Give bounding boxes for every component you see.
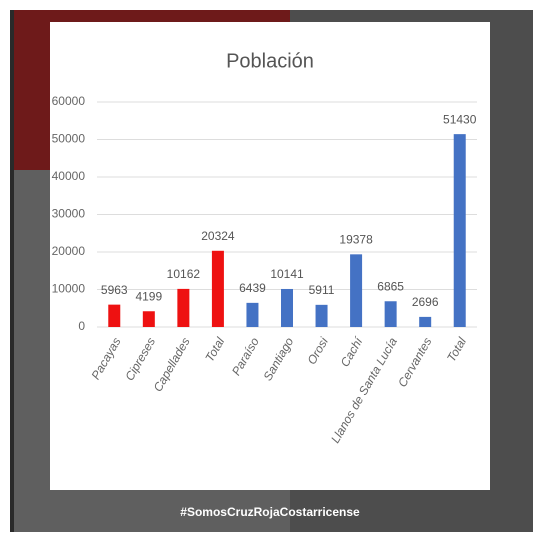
bar [419, 316, 432, 327]
chart-panel [50, 22, 490, 490]
bar [177, 288, 190, 327]
bar [142, 311, 155, 327]
y-tick-label: 40000 [52, 169, 86, 183]
bar [315, 304, 328, 327]
value-label: 5963 [101, 283, 128, 297]
value-label: 51430 [443, 112, 477, 126]
value-label: 6439 [239, 281, 266, 295]
value-label: 10162 [167, 267, 201, 281]
y-tick-label: 50000 [52, 132, 86, 146]
y-tick-label: 30000 [52, 207, 86, 221]
bar [453, 134, 466, 327]
value-label: 10141 [270, 267, 304, 281]
value-label: 20324 [201, 229, 235, 243]
bar [281, 288, 293, 327]
bar [108, 304, 121, 327]
bar [384, 301, 397, 327]
y-tick-label: 10000 [52, 282, 86, 296]
y-tick-label: 0 [78, 319, 85, 333]
bar [350, 254, 363, 327]
bar [246, 302, 259, 327]
value-label: 6865 [377, 279, 404, 293]
value-label: 2696 [412, 295, 439, 309]
caption: #SomosCruzRojaCostarricense [180, 505, 360, 519]
y-tick-label: 60000 [52, 94, 86, 108]
value-label: 19378 [339, 233, 373, 247]
value-label: 4199 [135, 289, 162, 303]
bar [211, 250, 224, 327]
value-label: 5911 [309, 283, 335, 297]
frame-edge [10, 10, 14, 532]
y-tick-label: 20000 [52, 244, 86, 258]
chart-title: Población [226, 50, 314, 72]
